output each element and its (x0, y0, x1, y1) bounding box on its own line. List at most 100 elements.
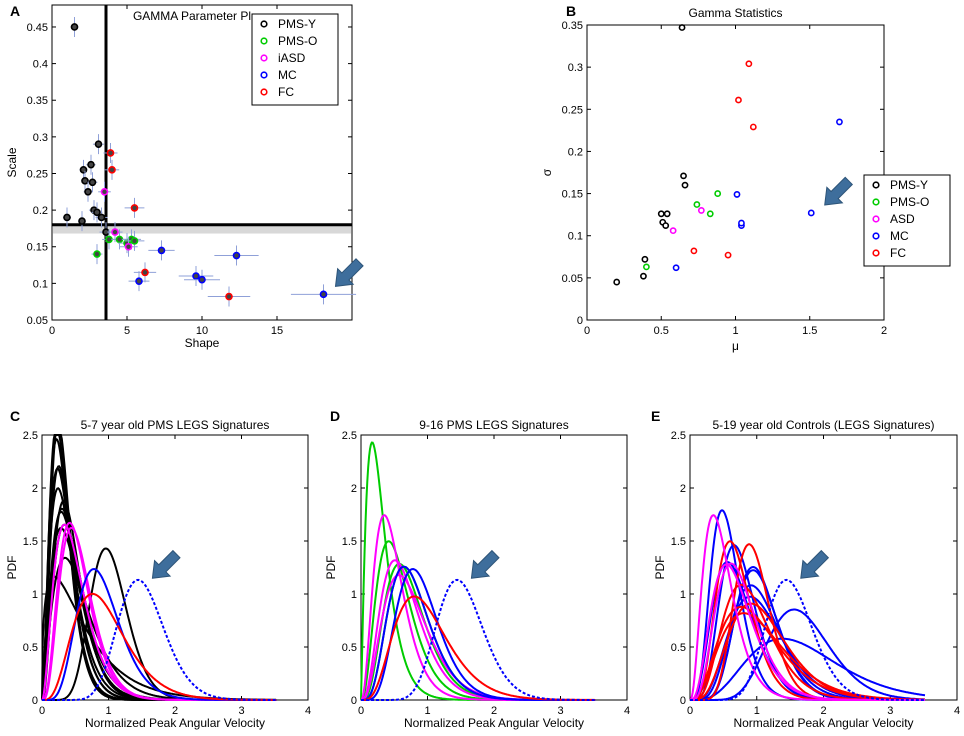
x-tick-label: 0 (49, 325, 55, 337)
x-tick-label: 2 (820, 705, 826, 717)
y-tick-label: 0.5 (671, 642, 686, 654)
data-point (100, 188, 109, 196)
pointer-arrow (824, 176, 854, 206)
y-tick-label: 2.5 (342, 430, 357, 442)
data-point (735, 96, 742, 104)
data-point (724, 251, 732, 259)
y-tick-label: 0.3 (33, 132, 48, 144)
pdf-curve (690, 562, 925, 701)
legend-marker (872, 198, 880, 206)
x-axis-label: Normalized Peak Angular Velocity (85, 716, 265, 730)
data-point (88, 178, 97, 187)
legend-marker (260, 54, 268, 62)
y-tick-label: 0 (351, 695, 357, 707)
y-tick-label: 0.15 (562, 189, 583, 201)
y-tick-label: 2 (680, 483, 686, 495)
data-point (124, 242, 133, 251)
y-tick-label: 0.1 (33, 278, 48, 290)
x-tick-label: 10 (196, 325, 208, 337)
legend-marker (872, 232, 880, 240)
legend-marker (260, 37, 268, 45)
data-point (738, 219, 745, 227)
legend-label: MC (890, 229, 909, 243)
y-tick-label: 1.5 (671, 536, 686, 548)
data-point (87, 160, 95, 169)
x-tick-label: 1 (105, 705, 111, 717)
y-tick-label: 0.45 (27, 22, 48, 34)
panel-e: E 5-19 year old Controls (LEGS Signatures… (651, 408, 960, 730)
x-tick-label: 15 (271, 325, 283, 337)
data-point (663, 210, 671, 218)
data-point (733, 191, 741, 198)
x-tick-label: 4 (954, 705, 960, 717)
y-tick-label: 0.5 (23, 642, 38, 654)
data-point (672, 264, 680, 272)
data-point (662, 222, 670, 229)
panel-b: B Gamma Statistics 0 0.5 1 1.5 2 0 0.05 0.1 0.15 0.… (540, 3, 951, 353)
y-axis-label: PDF (653, 556, 667, 580)
x-tick-label: 0 (358, 705, 364, 717)
y-tick-label: 0.5 (342, 642, 357, 654)
y-tick-label: 0 (32, 695, 38, 707)
y-axis-label: σ (540, 168, 554, 176)
data-point (105, 235, 113, 244)
legend-marker (260, 71, 268, 79)
panel-letter: A (10, 3, 20, 19)
x-tick-label: 1 (732, 325, 738, 337)
legend-label: PMS-Y (890, 178, 928, 192)
legend-label: iASD (278, 51, 306, 65)
data-point (192, 272, 200, 280)
y-tick-label: 2 (351, 483, 357, 495)
y-tick-label: 1.5 (342, 536, 357, 548)
legend-label: FC (278, 85, 294, 99)
data-point (714, 190, 722, 197)
y-tick-label: 1 (32, 589, 38, 601)
legend-label: MC (278, 68, 297, 82)
data-point (93, 250, 101, 258)
y-tick-label: 2.5 (671, 430, 686, 442)
data-point (111, 228, 119, 236)
y-tick-label: 0.25 (562, 104, 583, 116)
chart-title: Gamma Statistics (688, 6, 782, 20)
data-point (745, 60, 753, 68)
panel-a: A GAMMA Parameter Plane 0 5 10 15 0.05 0.1 0.15 0… (5, 3, 364, 350)
x-tick-label: 3 (557, 705, 563, 717)
data-point (94, 140, 103, 148)
y-tick-label: 0.05 (27, 315, 48, 327)
panel-letter: B (566, 3, 576, 19)
panel-c: C 5-7 year old PMS LEGS Signatures 0 1 2 3 4 0 0… (5, 408, 311, 730)
data-point (93, 208, 101, 217)
data-point (70, 23, 79, 31)
pdf-curve (690, 612, 925, 701)
data-point (640, 272, 647, 280)
x-axis-label: Shape (185, 336, 220, 350)
data-point (108, 166, 116, 174)
panel-letter: C (10, 408, 20, 424)
data-point (643, 263, 650, 271)
x-tick-label: 1 (424, 705, 430, 717)
legend-label: PMS-O (278, 34, 317, 48)
data-point (706, 210, 714, 218)
data-point (97, 213, 106, 222)
data-point (693, 201, 701, 208)
data-point (319, 290, 328, 299)
x-tick-label: 4 (624, 705, 630, 717)
chart-title: 9-16 PMS LEGS Signatures (419, 418, 568, 432)
y-tick-label: 1 (351, 589, 357, 601)
pdf-curve (361, 595, 596, 701)
plot-area (586, 24, 885, 321)
y-axis-label: PDF (5, 556, 19, 580)
data-point (84, 188, 92, 196)
data-point (641, 255, 649, 263)
x-axis-label: μ (732, 339, 739, 353)
y-tick-label: 0.35 (27, 95, 48, 107)
data-point (232, 251, 241, 260)
data-point (836, 118, 843, 126)
data-point (79, 166, 88, 174)
data-point (198, 275, 206, 284)
y-tick-label: 0.25 (27, 168, 48, 180)
chart-title: 5-19 year old Controls (LEGS Signatures) (712, 418, 934, 432)
legend-marker (260, 20, 268, 28)
y-tick-label: 0.35 (562, 20, 583, 32)
